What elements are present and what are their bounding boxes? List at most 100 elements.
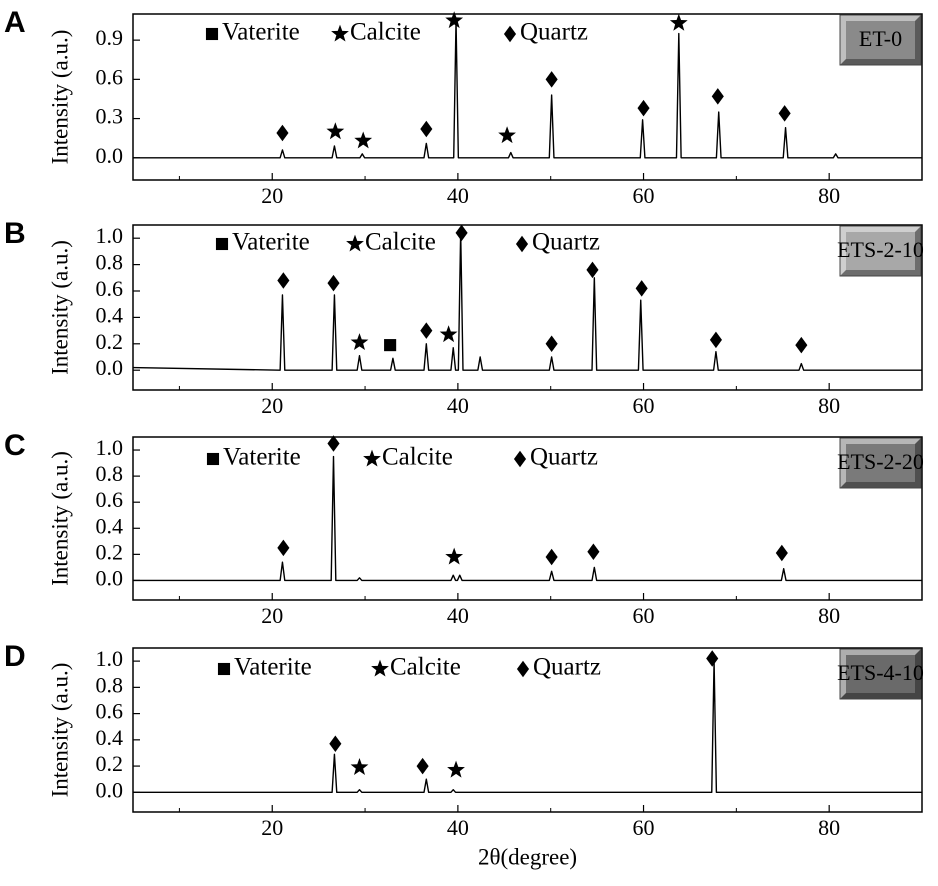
sample-label: ETS-4-10 bbox=[837, 660, 924, 685]
y-tick-label: 0.8 bbox=[96, 461, 124, 486]
legend-symbol bbox=[503, 25, 517, 43]
legend-label: Calcite bbox=[390, 654, 461, 681]
x-tick-label: 80 bbox=[818, 603, 840, 628]
legend-symbol bbox=[515, 235, 529, 253]
x-tick-label: 60 bbox=[633, 183, 655, 208]
diamond-marker bbox=[775, 544, 788, 562]
diamond-marker bbox=[545, 548, 558, 566]
diamond-marker bbox=[327, 274, 340, 292]
legend-label: Vaterite bbox=[222, 19, 300, 46]
legend-label: Quartz bbox=[520, 19, 588, 46]
diamond-marker bbox=[277, 272, 290, 289]
diamond-marker bbox=[709, 331, 722, 349]
plot-frame bbox=[132, 13, 923, 181]
legend-symbol bbox=[516, 660, 530, 678]
box-face bbox=[840, 226, 921, 276]
diamond-marker bbox=[778, 105, 791, 122]
legend-symbol bbox=[215, 237, 229, 251]
diamond-marker bbox=[277, 539, 290, 557]
star-marker bbox=[439, 325, 458, 343]
xrd-trace bbox=[133, 455, 922, 582]
legend-symbol bbox=[206, 452, 220, 466]
y-tick-label: 0.0 bbox=[96, 777, 124, 802]
star-marker bbox=[445, 547, 464, 565]
x-tick-label: 80 bbox=[818, 815, 840, 840]
x-tick-label: 20 bbox=[261, 183, 283, 208]
box-border bbox=[839, 225, 922, 277]
x-tick-label: 60 bbox=[633, 603, 655, 628]
y-tick-label: 0.0 bbox=[96, 143, 124, 168]
y-axis-label: Intensity (a.u.) bbox=[47, 240, 72, 375]
box-border bbox=[839, 437, 922, 489]
y-tick-label: 0.0 bbox=[96, 565, 124, 590]
star-marker bbox=[498, 126, 516, 144]
y-tick-label: 0.4 bbox=[96, 725, 124, 750]
diamond-marker bbox=[545, 335, 558, 353]
diamond-marker bbox=[635, 280, 648, 297]
box-bevel-light bbox=[840, 15, 921, 65]
legend-symbol bbox=[346, 234, 364, 252]
box-face bbox=[840, 15, 921, 65]
y-tick-label: 0.6 bbox=[96, 487, 124, 512]
legend-label: Quartz bbox=[530, 444, 598, 471]
y-axis-label: Intensity (a.u.) bbox=[47, 30, 72, 165]
sample-label-box bbox=[839, 437, 922, 489]
x-tick-label: 40 bbox=[447, 603, 469, 628]
y-tick-label: 0.4 bbox=[96, 513, 124, 538]
star-marker bbox=[669, 13, 688, 31]
box-bevel-dark bbox=[840, 15, 921, 65]
legend-label: Vaterite bbox=[232, 229, 310, 256]
star-marker bbox=[350, 758, 369, 775]
square-marker bbox=[384, 339, 397, 352]
x-axis-label: 2θ(degree) bbox=[478, 844, 577, 869]
sample-label-box bbox=[839, 225, 922, 277]
diamond-marker bbox=[706, 650, 719, 667]
diamond-marker bbox=[329, 735, 342, 753]
y-axis-label: Intensity (a.u.) bbox=[47, 663, 72, 798]
xrd-trace bbox=[133, 19, 922, 159]
y-tick-label: 1.0 bbox=[96, 223, 124, 248]
legend-symbol bbox=[363, 449, 381, 467]
legend-symbol bbox=[205, 27, 219, 41]
x-tick-label: 40 bbox=[447, 393, 469, 418]
legend-label: Calcite bbox=[365, 229, 436, 256]
plot-frame bbox=[132, 224, 923, 391]
y-axis-label: Intensity (a.u.) bbox=[47, 451, 72, 586]
star-marker bbox=[350, 333, 369, 351]
legend-label: Quartz bbox=[532, 229, 600, 256]
star-marker bbox=[326, 122, 345, 140]
xrd-trace bbox=[133, 660, 922, 794]
diamond-marker bbox=[420, 120, 433, 138]
legend-symbol bbox=[217, 662, 231, 676]
x-tick-label: 80 bbox=[818, 393, 840, 418]
sample-label: ETS-2-20 bbox=[837, 449, 924, 474]
x-tick-label: 40 bbox=[447, 183, 469, 208]
plot-frame bbox=[132, 436, 923, 601]
y-tick-label: 0.6 bbox=[96, 276, 124, 301]
y-tick-label: 0.2 bbox=[96, 751, 124, 776]
y-tick-label: 0.3 bbox=[96, 104, 124, 129]
panel-label: D bbox=[4, 640, 26, 673]
panel-label: C bbox=[4, 429, 26, 462]
y-tick-label: 0.6 bbox=[96, 699, 124, 724]
y-tick-label: 0.0 bbox=[96, 355, 124, 380]
panel-label: A bbox=[4, 6, 26, 39]
diamond-marker bbox=[455, 224, 468, 242]
sample-label: ETS-2-10 bbox=[837, 237, 924, 262]
box-bevel-dark bbox=[840, 649, 921, 699]
star-marker bbox=[354, 131, 373, 149]
y-tick-label: 1.0 bbox=[96, 646, 124, 671]
diamond-marker bbox=[587, 543, 600, 561]
x-tick-label: 80 bbox=[818, 183, 840, 208]
x-tick-label: 60 bbox=[633, 815, 655, 840]
x-tick-label: 20 bbox=[261, 393, 283, 418]
legend-symbol bbox=[371, 659, 389, 677]
x-tick-label: 40 bbox=[447, 815, 469, 840]
box-face bbox=[840, 649, 921, 699]
x-tick-label: 20 bbox=[261, 603, 283, 628]
diamond-marker bbox=[327, 435, 340, 452]
y-tick-label: 0.6 bbox=[96, 64, 124, 89]
legend-label: Vaterite bbox=[234, 654, 312, 681]
x-tick-label: 20 bbox=[261, 815, 283, 840]
